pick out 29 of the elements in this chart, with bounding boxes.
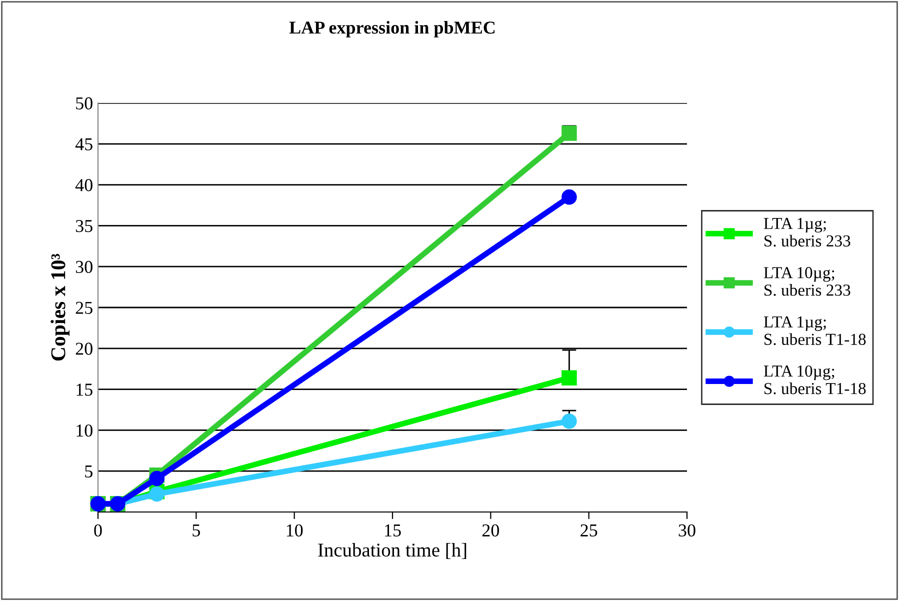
y-tick-label: 20: [76, 342, 92, 355]
y-tick-label: 10: [76, 424, 92, 437]
y-axis-title: Copies x 10³: [50, 254, 70, 361]
y-tick-label: 40: [75, 179, 92, 192]
x-tick-label: 15: [385, 524, 401, 537]
y-tick-label: 30: [76, 260, 92, 274]
point: [149, 470, 165, 486]
legend-label: LTA 10µg; S. uberis 233: [764, 267, 850, 296]
x-tick-label: 25: [580, 524, 598, 537]
x-axis-title: Incubation time [h]: [318, 542, 466, 560]
point: [562, 414, 577, 429]
x-tick-label: 10: [286, 524, 303, 537]
legend-label: LTA 1µg; S. uberis T1-18: [764, 316, 866, 346]
legend-label: LTA 1µg; S. uberis 233: [764, 218, 850, 247]
x-tick-label: 5: [192, 524, 200, 537]
point: [562, 126, 577, 141]
legend-label: LTA 10µg; S. uberis T1-18: [764, 365, 866, 394]
x-tick-label: 30: [678, 524, 696, 537]
point: [562, 189, 577, 205]
y-tick-label: 5: [85, 466, 92, 478]
chart-title: LAP expression in pbMEC: [289, 21, 495, 38]
y-tick-label: 50: [76, 97, 92, 110]
x-tick-label: 20: [482, 524, 500, 537]
y-tick-label: 15: [76, 384, 92, 396]
y-tick-label: 25: [76, 302, 92, 314]
x-tick-label: 0: [94, 524, 102, 537]
y-tick-label: 35: [76, 220, 92, 232]
y-tick-label: 45: [75, 138, 92, 150]
point: [562, 370, 577, 386]
